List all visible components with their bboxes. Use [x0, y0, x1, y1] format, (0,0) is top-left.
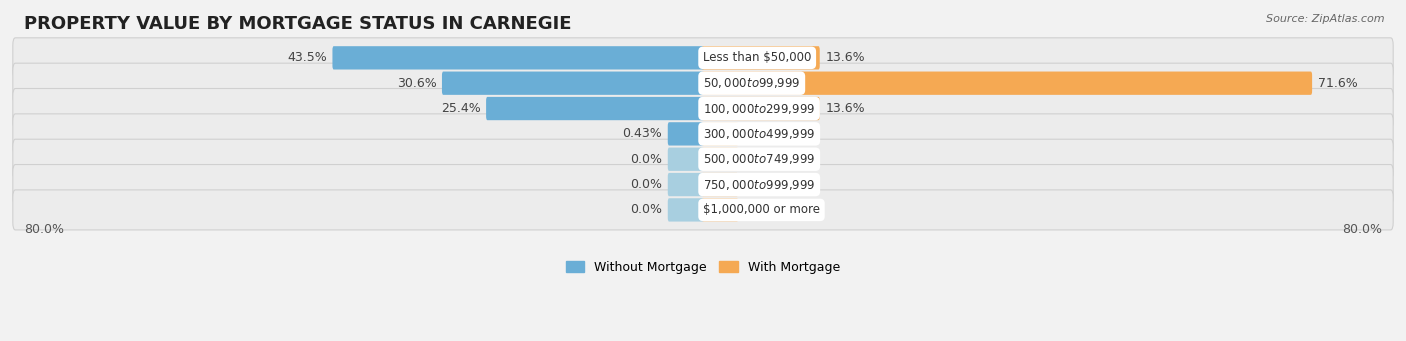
- Text: 0.0%: 0.0%: [744, 153, 776, 166]
- FancyBboxPatch shape: [13, 63, 1393, 103]
- FancyBboxPatch shape: [13, 38, 1393, 78]
- Text: 1.3%: 1.3%: [744, 178, 776, 191]
- Text: 43.5%: 43.5%: [287, 51, 328, 64]
- FancyBboxPatch shape: [702, 198, 738, 222]
- FancyBboxPatch shape: [702, 173, 738, 196]
- Text: 13.6%: 13.6%: [825, 102, 865, 115]
- Legend: Without Mortgage, With Mortgage: Without Mortgage, With Mortgage: [561, 256, 845, 279]
- Text: $750,000 to $999,999: $750,000 to $999,999: [703, 178, 815, 192]
- Text: 80.0%: 80.0%: [1343, 223, 1382, 236]
- Text: $500,000 to $749,999: $500,000 to $749,999: [703, 152, 815, 166]
- FancyBboxPatch shape: [13, 190, 1393, 230]
- FancyBboxPatch shape: [332, 46, 704, 70]
- Text: 0.0%: 0.0%: [744, 128, 776, 140]
- Text: 71.6%: 71.6%: [1317, 77, 1357, 90]
- FancyBboxPatch shape: [702, 148, 738, 171]
- Text: 0.0%: 0.0%: [630, 204, 662, 217]
- FancyBboxPatch shape: [702, 72, 1312, 95]
- FancyBboxPatch shape: [13, 114, 1393, 154]
- FancyBboxPatch shape: [702, 46, 820, 70]
- FancyBboxPatch shape: [13, 89, 1393, 129]
- FancyBboxPatch shape: [13, 139, 1393, 179]
- Text: 13.6%: 13.6%: [825, 51, 865, 64]
- FancyBboxPatch shape: [668, 148, 704, 171]
- FancyBboxPatch shape: [441, 72, 704, 95]
- FancyBboxPatch shape: [668, 173, 704, 196]
- Text: $50,000 to $99,999: $50,000 to $99,999: [703, 76, 800, 90]
- Text: 0.43%: 0.43%: [623, 128, 662, 140]
- FancyBboxPatch shape: [668, 122, 704, 146]
- Text: 25.4%: 25.4%: [441, 102, 481, 115]
- Text: $300,000 to $499,999: $300,000 to $499,999: [703, 127, 815, 141]
- FancyBboxPatch shape: [702, 97, 820, 120]
- Text: $100,000 to $299,999: $100,000 to $299,999: [703, 102, 815, 116]
- Text: 0.0%: 0.0%: [630, 178, 662, 191]
- Text: Source: ZipAtlas.com: Source: ZipAtlas.com: [1267, 14, 1385, 24]
- Text: 0.0%: 0.0%: [744, 204, 776, 217]
- FancyBboxPatch shape: [702, 122, 738, 146]
- Text: 80.0%: 80.0%: [24, 223, 63, 236]
- Text: PROPERTY VALUE BY MORTGAGE STATUS IN CARNEGIE: PROPERTY VALUE BY MORTGAGE STATUS IN CAR…: [24, 15, 571, 33]
- Text: 0.0%: 0.0%: [630, 153, 662, 166]
- FancyBboxPatch shape: [486, 97, 704, 120]
- FancyBboxPatch shape: [13, 165, 1393, 205]
- Text: $1,000,000 or more: $1,000,000 or more: [703, 204, 820, 217]
- Text: 30.6%: 30.6%: [396, 77, 436, 90]
- FancyBboxPatch shape: [668, 198, 704, 222]
- Text: Less than $50,000: Less than $50,000: [703, 51, 811, 64]
